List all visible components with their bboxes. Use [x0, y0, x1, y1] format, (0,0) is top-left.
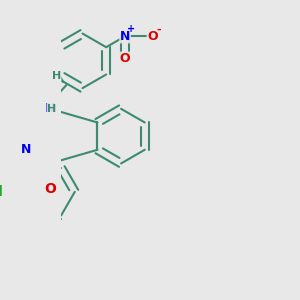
- Text: -: -: [157, 25, 161, 35]
- Text: N: N: [120, 30, 130, 43]
- Text: +: +: [128, 24, 136, 34]
- Text: N: N: [45, 102, 55, 115]
- Text: O: O: [120, 52, 130, 65]
- Text: H: H: [47, 103, 56, 114]
- Text: O: O: [147, 30, 158, 43]
- Text: O: O: [44, 182, 56, 197]
- Text: Cl: Cl: [0, 185, 4, 199]
- Text: H: H: [52, 71, 61, 81]
- Text: N: N: [21, 143, 32, 156]
